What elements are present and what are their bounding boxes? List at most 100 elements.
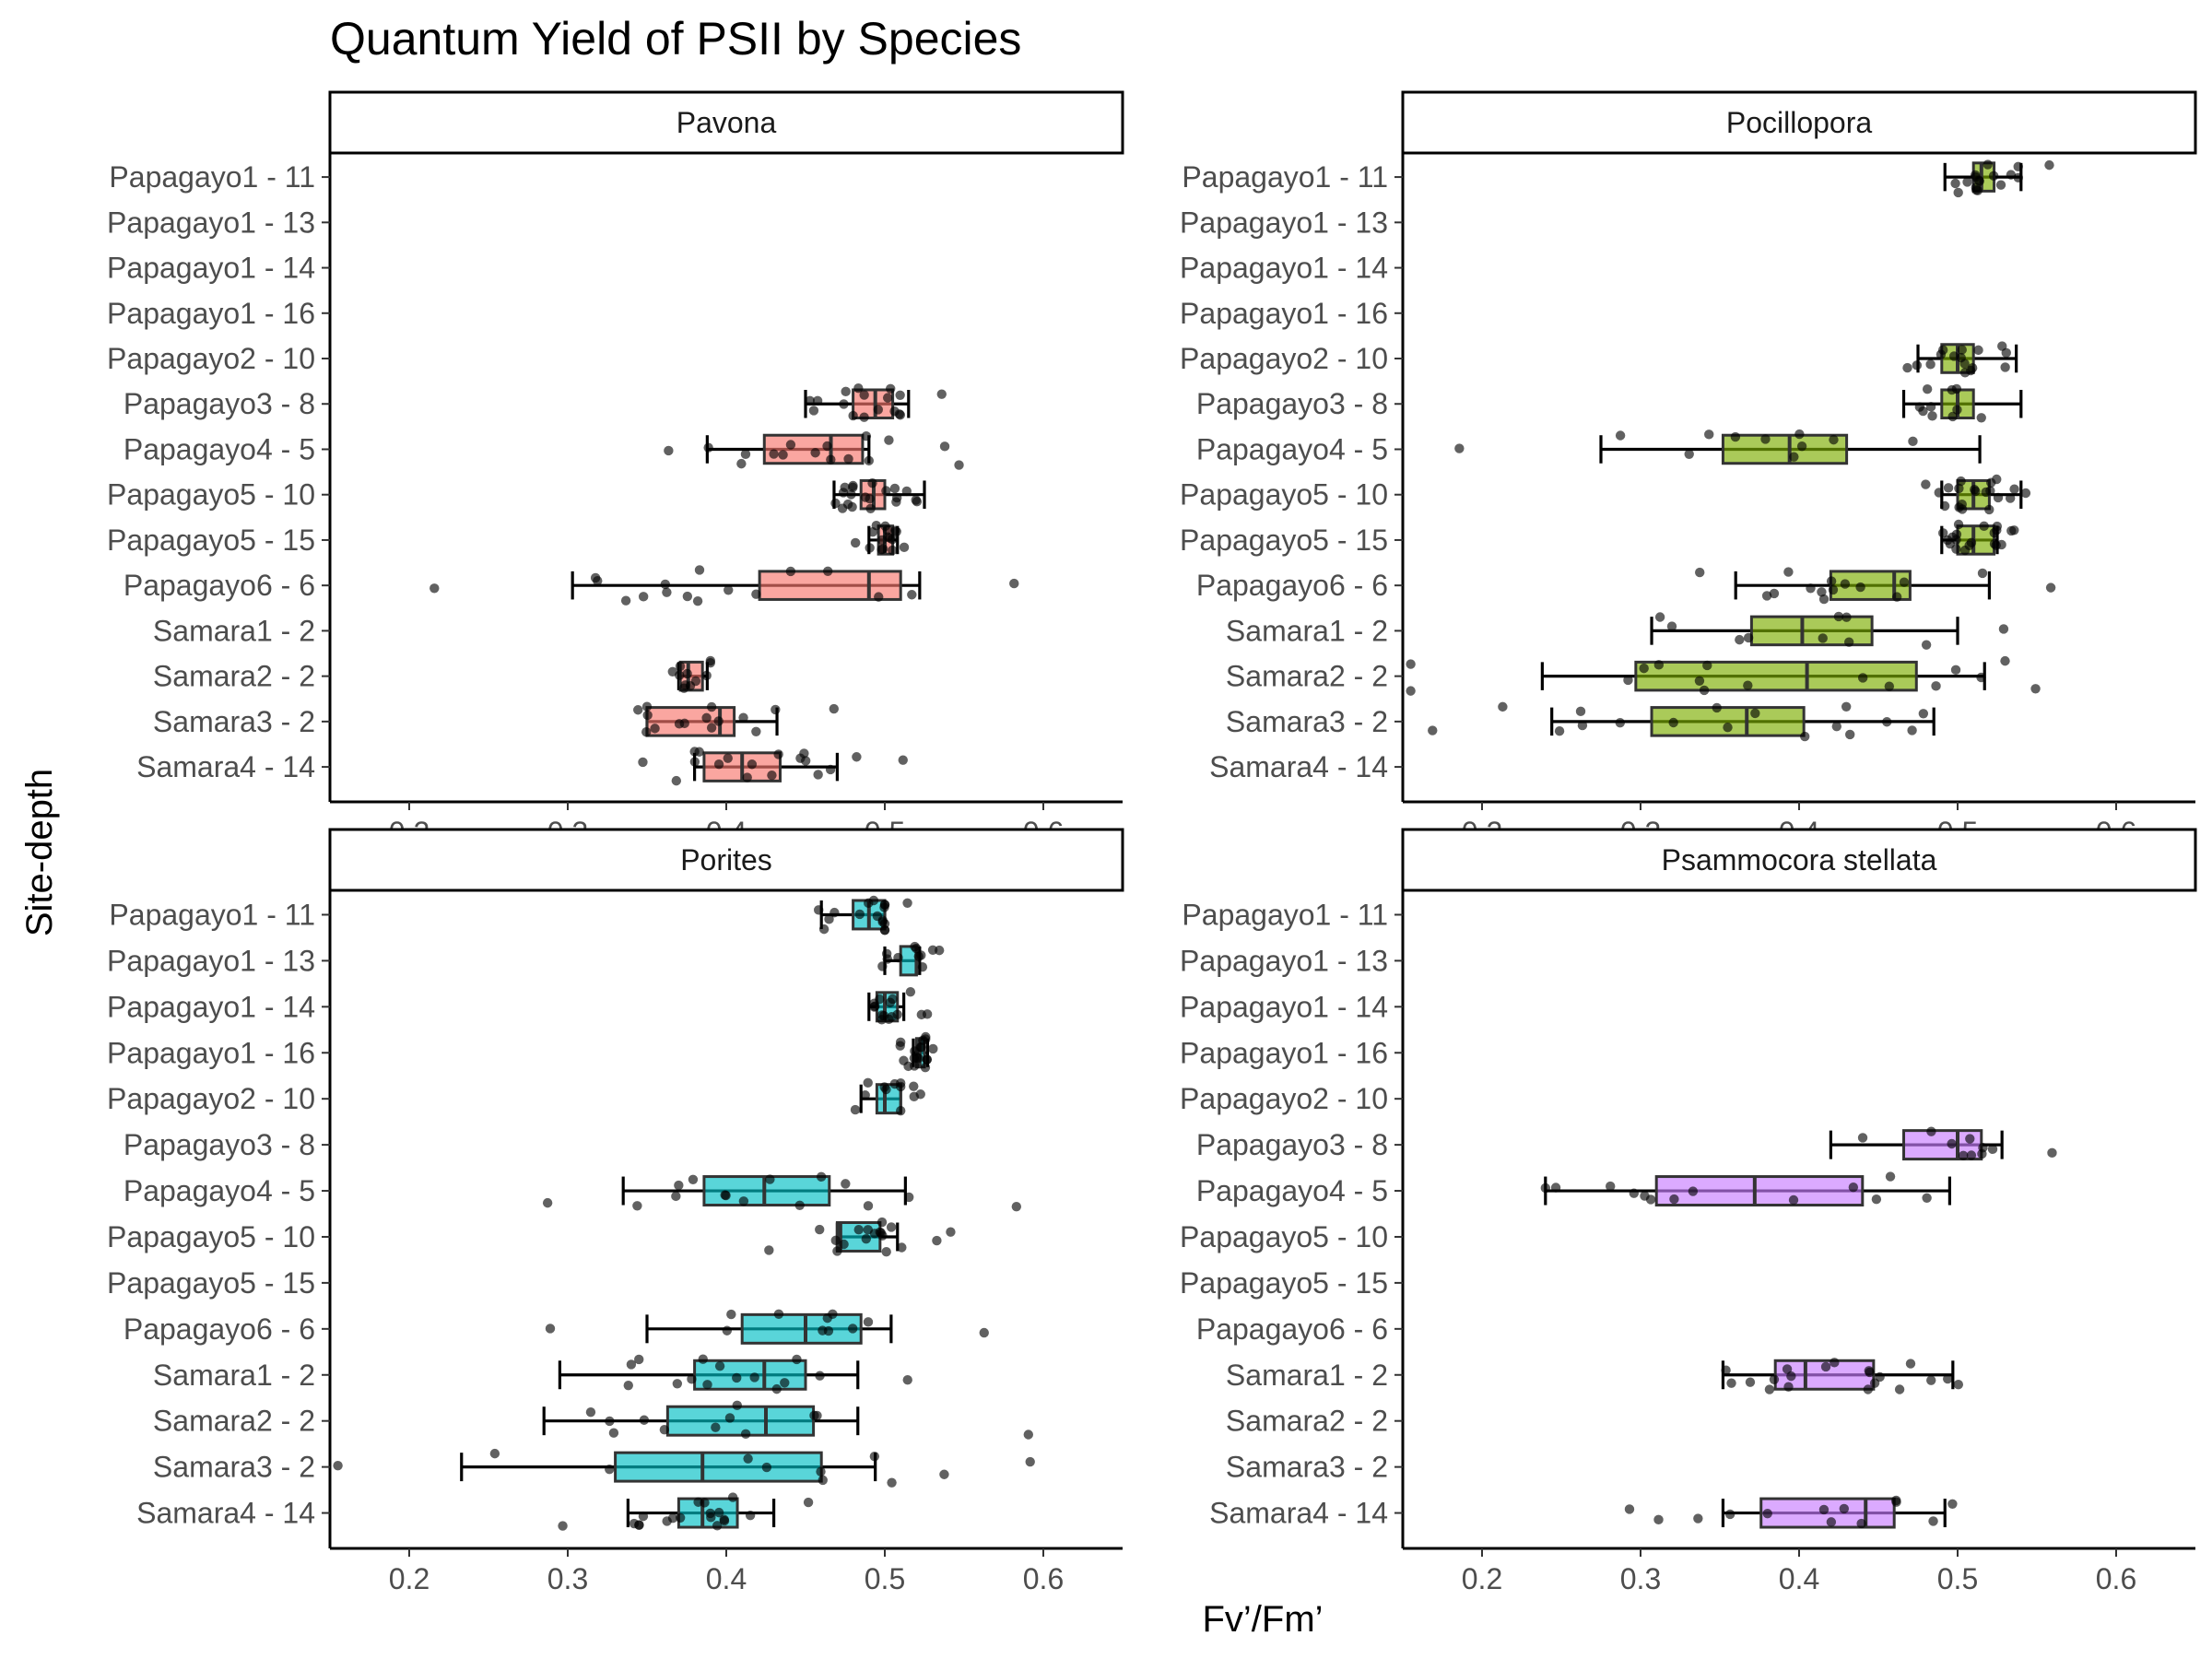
jitter-point — [1899, 577, 1910, 587]
jitter-point — [1857, 1133, 1868, 1143]
jitter-point — [1912, 360, 1923, 371]
jitter-point — [1789, 452, 1799, 462]
box — [667, 655, 716, 693]
x-tick-label: 0.2 — [389, 1562, 429, 1595]
y-tick-label: Samara1 - 2 — [1226, 614, 1388, 647]
jitter-point — [1623, 675, 1633, 686]
jitter-point — [1970, 484, 1980, 495]
jitter-point — [889, 483, 900, 494]
jitter-point — [893, 952, 903, 963]
jitter-point — [877, 1015, 887, 1025]
y-tick-label: Papagayo5 - 15 — [107, 1266, 315, 1300]
y-tick-label: Papagayo5 - 15 — [1180, 524, 1388, 557]
box — [1921, 474, 2031, 515]
jitter-point — [1704, 429, 1714, 440]
jitter-point — [837, 503, 848, 513]
jitter-point — [724, 585, 734, 595]
jitter-point — [865, 503, 876, 513]
jitter-point — [714, 1360, 725, 1371]
jitter-point — [771, 1383, 782, 1394]
jitter-point — [895, 1037, 906, 1048]
jitter-point — [884, 435, 894, 445]
jitter-point — [877, 961, 888, 971]
jitter-point — [1983, 159, 1993, 170]
jitter-point — [813, 770, 823, 780]
jitter-point — [863, 1201, 874, 1211]
jitter-point — [1855, 582, 1865, 593]
jitter-point — [2030, 684, 2041, 694]
jitter-point — [1950, 178, 1960, 189]
x-tick-label: 0.4 — [706, 1562, 747, 1595]
jitter-point — [700, 1498, 710, 1508]
jitter-point — [1908, 436, 1918, 447]
jitter-point — [909, 1081, 919, 1091]
jitter-point — [979, 1327, 989, 1338]
jitter-point — [1918, 709, 1929, 719]
y-tick-label: Papagayo4 - 5 — [1196, 432, 1388, 465]
jitter-point — [1947, 411, 1958, 422]
jitter-point — [767, 770, 777, 781]
jitter-point — [706, 723, 717, 733]
facet-strip — [328, 90, 1124, 155]
jitter-point — [1654, 612, 1665, 622]
x-tick-label: 0.6 — [2096, 1562, 2136, 1595]
jitter-point — [853, 383, 864, 394]
y-tick-label: Papagayo2 - 10 — [1180, 342, 1388, 375]
jitter-point — [932, 1235, 942, 1246]
jitter-point — [887, 1012, 897, 1022]
jitter-point — [727, 1492, 738, 1502]
jitter-point — [922, 1009, 933, 1019]
jitter-point — [1926, 1126, 1936, 1136]
facet-strip — [1401, 828, 2197, 892]
jitter-point — [922, 1054, 932, 1065]
jitter-point — [841, 386, 851, 397]
jitter-point — [1959, 1150, 1969, 1161]
box — [333, 1448, 1035, 1488]
jitter-point — [641, 701, 653, 712]
jitter-point — [1992, 474, 2002, 485]
jitter-point — [939, 441, 950, 452]
box — [1901, 383, 2023, 423]
y-tick-label: Samara3 - 2 — [153, 705, 315, 738]
jitter-point — [1953, 1380, 1964, 1390]
y-tick-label: Papagayo5 - 10 — [1180, 478, 1388, 512]
jitter-point — [1925, 359, 1936, 370]
jitter-point — [1956, 352, 1966, 363]
jitter-point — [818, 1475, 828, 1486]
box — [1540, 1171, 1951, 1207]
jitter-point — [773, 1309, 784, 1319]
jitter-point — [818, 1325, 828, 1335]
jitter-point — [713, 1507, 724, 1518]
jitter-point — [1743, 632, 1754, 643]
jitter-point — [829, 703, 839, 714]
jitter-point — [1922, 383, 1933, 394]
box — [850, 1077, 925, 1116]
jitter-point — [1856, 1518, 1866, 1529]
box-iqr — [1654, 1175, 1865, 1207]
jitter-point — [805, 395, 815, 406]
jitter-point — [891, 526, 901, 536]
y-tick-label: Samara4 - 14 — [136, 750, 315, 783]
jitter-point — [489, 1448, 500, 1459]
y-tick-label: Samara3 - 2 — [1226, 705, 1388, 738]
jitter-point — [1891, 1497, 1901, 1507]
jitter-point — [1841, 612, 1852, 622]
jitter-point — [1905, 1359, 1916, 1369]
box — [813, 895, 912, 935]
jitter-point — [1788, 1194, 1799, 1206]
jitter-point — [830, 498, 841, 509]
box-iqr — [614, 1451, 823, 1483]
jitter-point — [545, 1324, 556, 1334]
x-axis-title: Fv’/Fm’ — [1202, 1599, 1323, 1640]
jitter-point — [839, 399, 849, 409]
jitter-point — [897, 1242, 907, 1253]
jitter-point — [813, 905, 824, 915]
x-tick-label: 0.5 — [1937, 1562, 1978, 1595]
jitter-point — [1943, 483, 1954, 493]
jitter-point — [1806, 583, 1816, 594]
jitter-point — [876, 1228, 887, 1239]
jitter-point — [825, 764, 836, 775]
jitter-point — [633, 705, 643, 715]
x-tick-label: 0.2 — [1462, 1562, 1502, 1595]
jitter-point — [1956, 476, 1966, 487]
